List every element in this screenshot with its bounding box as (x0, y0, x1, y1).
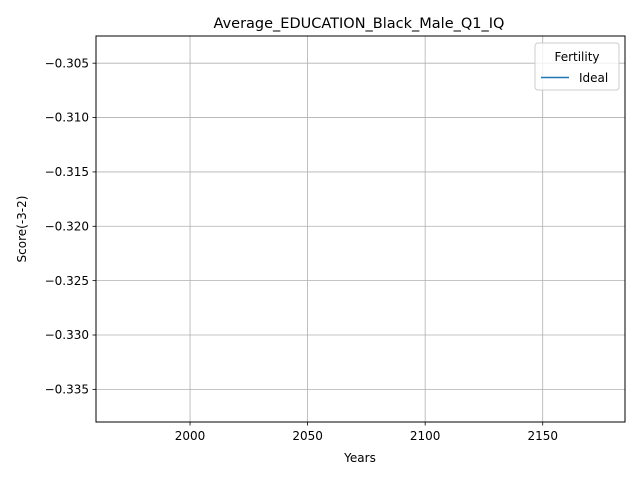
chart-title: Average_EDUCATION_Black_Male_Q1_IQ (214, 16, 505, 32)
x-tick-label: 2050 (292, 429, 323, 443)
y-tick-label: −0.325 (45, 274, 89, 288)
y-ticks: −0.305 −0.310 −0.315 −0.320 −0.325 −0.330 −0.3… (45, 56, 96, 397)
y-tick-label: −0.335 (45, 383, 89, 397)
grid-lines (96, 36, 625, 422)
y-tick-label: −0.310 (45, 111, 89, 125)
legend: Fertility Ideal (534, 42, 620, 91)
x-axis-label: Years (343, 451, 376, 465)
x-tick-label: 2150 (527, 429, 558, 443)
y-axis-label: Score(-3-2) (15, 196, 29, 263)
x-tick-label: 2100 (410, 429, 441, 443)
legend-title: Fertility (554, 50, 599, 64)
x-tick-label: 2000 (175, 429, 206, 443)
x-ticks: 2000 2050 2100 2150 (175, 422, 558, 443)
y-tick-label: −0.330 (45, 328, 89, 342)
y-tick-label: −0.305 (45, 56, 89, 70)
legend-label-ideal: Ideal (579, 71, 608, 85)
plot-frame (95, 35, 626, 423)
y-tick-label: −0.315 (45, 165, 89, 179)
y-tick-label: −0.320 (45, 219, 89, 233)
